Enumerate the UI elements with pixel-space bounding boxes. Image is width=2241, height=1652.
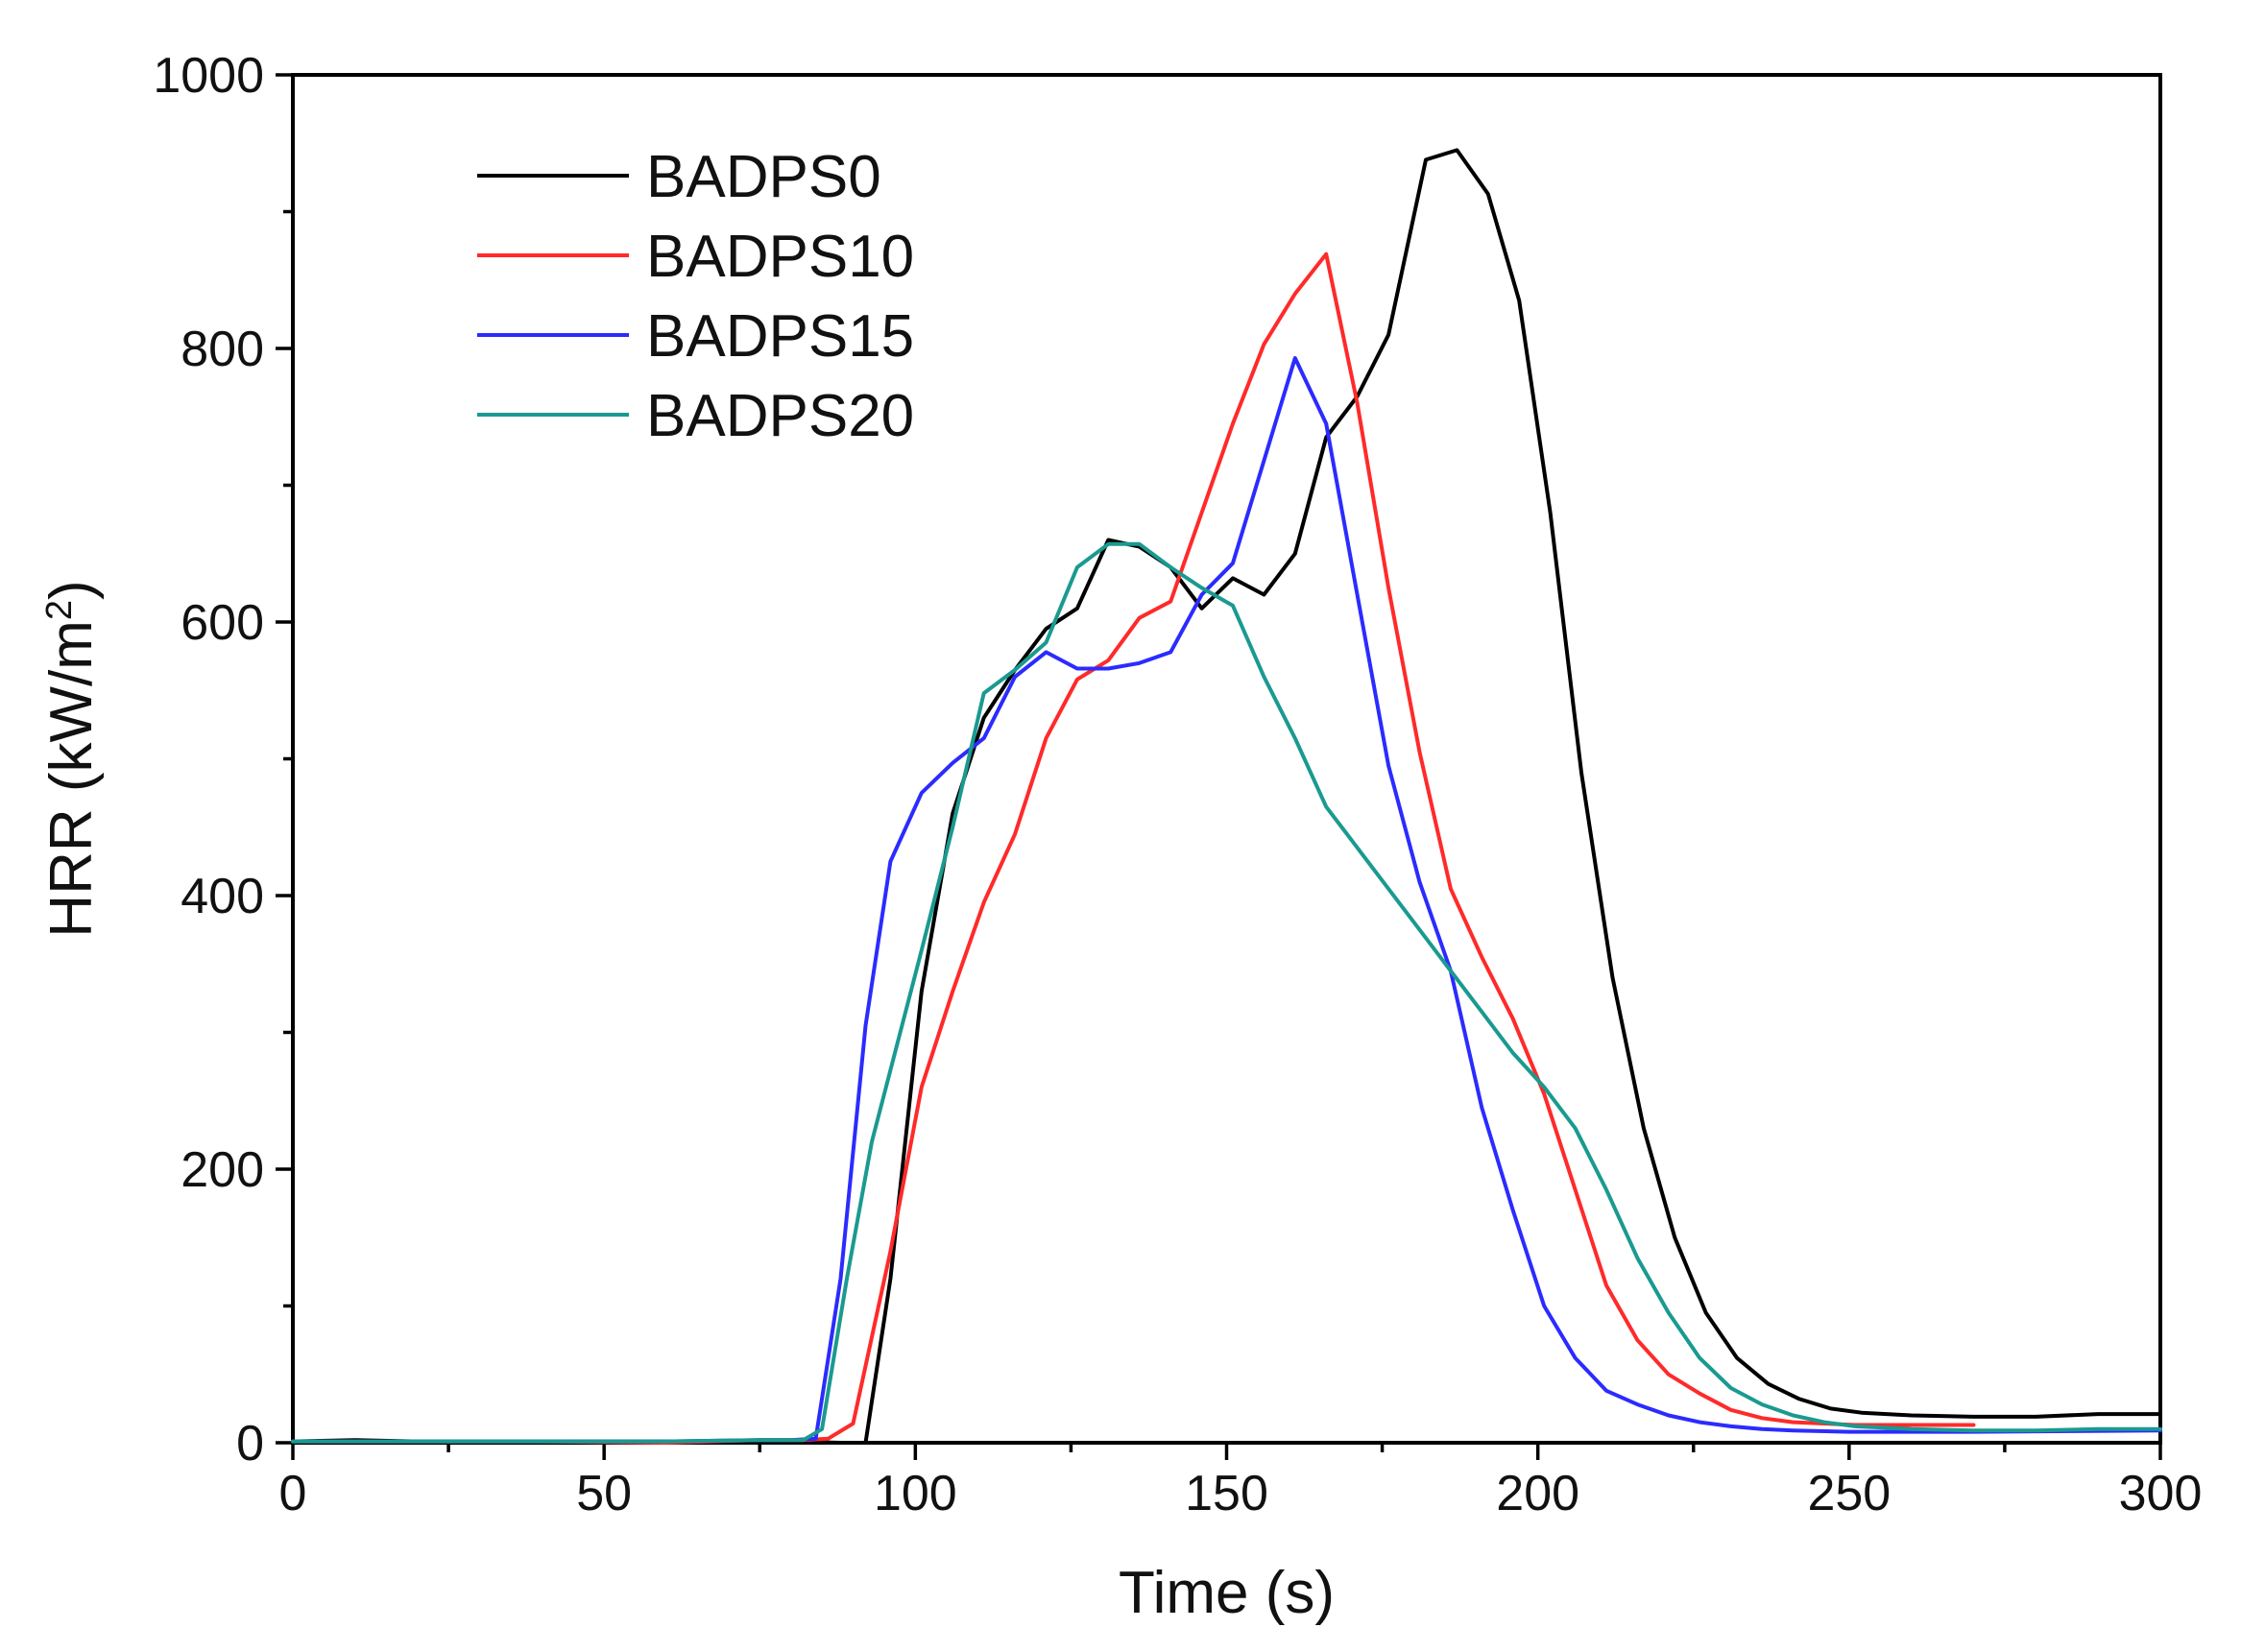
y-tick-label: 0 xyxy=(236,1416,264,1472)
x-tick-label: 200 xyxy=(1496,1466,1579,1521)
y-tick-label: 400 xyxy=(181,869,264,924)
x-tick-label: 150 xyxy=(1185,1466,1268,1521)
series-layer xyxy=(291,148,2162,1445)
axes-layer: 0 50 100 150 200 250 300 0 200 400 600 800 1000 xyxy=(153,48,2202,1521)
y-tick-label: 600 xyxy=(181,595,264,651)
series-line-badps20 xyxy=(291,541,2162,1444)
legend-label-badps0: BADPS0 xyxy=(646,144,881,210)
y-axis-title-main: HRR (kW/m xyxy=(38,620,105,938)
legend: BADPS0 BADPS10 BADPS15 BADPS20 xyxy=(477,144,914,449)
x-tick-label: 0 xyxy=(279,1466,307,1521)
x-tick-label: 250 xyxy=(1807,1466,1891,1521)
x-tick-label: 50 xyxy=(576,1466,632,1521)
x-tick-label: 100 xyxy=(874,1466,957,1521)
y-tick-label: 800 xyxy=(181,322,264,377)
series-line-badps0 xyxy=(291,148,2162,1445)
y-axis-title: HRR (kW/m2) xyxy=(38,580,105,937)
y-tick-label: 1000 xyxy=(153,48,264,104)
y-axis-title-close: ) xyxy=(38,580,105,600)
x-axis-title: Time (s) xyxy=(1119,1560,1335,1626)
y-tick-label: 200 xyxy=(181,1142,264,1198)
y-axis-title-superscript: 2 xyxy=(39,600,80,620)
plot-frame xyxy=(291,73,2162,1445)
legend-label-badps20: BADPS20 xyxy=(646,383,914,449)
series-line-badps15 xyxy=(291,356,2162,1444)
series-line-badps10 xyxy=(291,251,1976,1445)
legend-label-badps10: BADPS10 xyxy=(646,224,914,290)
x-tick-label: 300 xyxy=(2119,1466,2203,1521)
legend-label-badps15: BADPS15 xyxy=(646,303,914,370)
